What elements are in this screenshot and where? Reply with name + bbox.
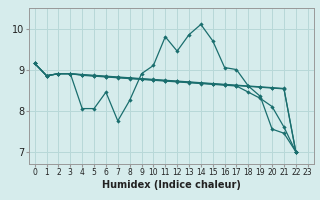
X-axis label: Humidex (Indice chaleur): Humidex (Indice chaleur) <box>102 180 241 190</box>
